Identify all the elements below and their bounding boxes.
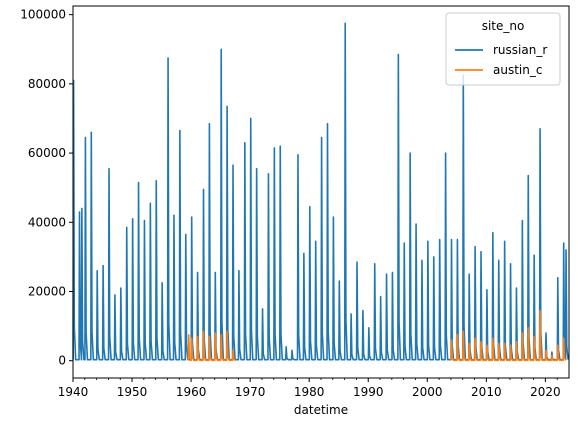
legend-entry-austin_c: austin_c xyxy=(493,63,542,77)
series-line-austin_c xyxy=(450,309,567,362)
y-tick-label: 100000 xyxy=(20,8,66,22)
y-tick-label: 80000 xyxy=(28,77,66,91)
legend-entry-russian_r: russian_r xyxy=(493,43,547,57)
legend-box xyxy=(445,12,561,86)
legend-title: site_no xyxy=(482,19,525,33)
plot-series xyxy=(72,22,569,362)
series-line-austin_c xyxy=(187,330,236,362)
y-tick-label: 20000 xyxy=(28,284,66,298)
x-tick-label: 1960 xyxy=(176,385,207,399)
x-tick-label: 2000 xyxy=(412,385,443,399)
legend: site_no russian_r austin_c xyxy=(445,12,561,86)
x-tick-label: 1990 xyxy=(353,385,384,399)
x-tick-label: 2020 xyxy=(530,385,561,399)
x-axis: 1940 1950 1960 1970 1980 1990 2000 2010 2020 xyxy=(58,378,561,399)
x-axis-label: datetime xyxy=(294,403,348,417)
x-tick-label: 1980 xyxy=(294,385,325,399)
x-tick-label: 2010 xyxy=(471,385,502,399)
y-tick-label: 0 xyxy=(58,354,66,368)
x-tick-label: 1970 xyxy=(235,385,266,399)
series-line-russian_r xyxy=(72,22,569,361)
y-tick-label: 40000 xyxy=(28,215,66,229)
x-tick-label: 1950 xyxy=(117,385,148,399)
y-tick-label: 60000 xyxy=(28,146,66,160)
y-axis: 0 20000 40000 60000 80000 100000 xyxy=(20,8,73,368)
x-tick-label: 1940 xyxy=(58,385,89,399)
